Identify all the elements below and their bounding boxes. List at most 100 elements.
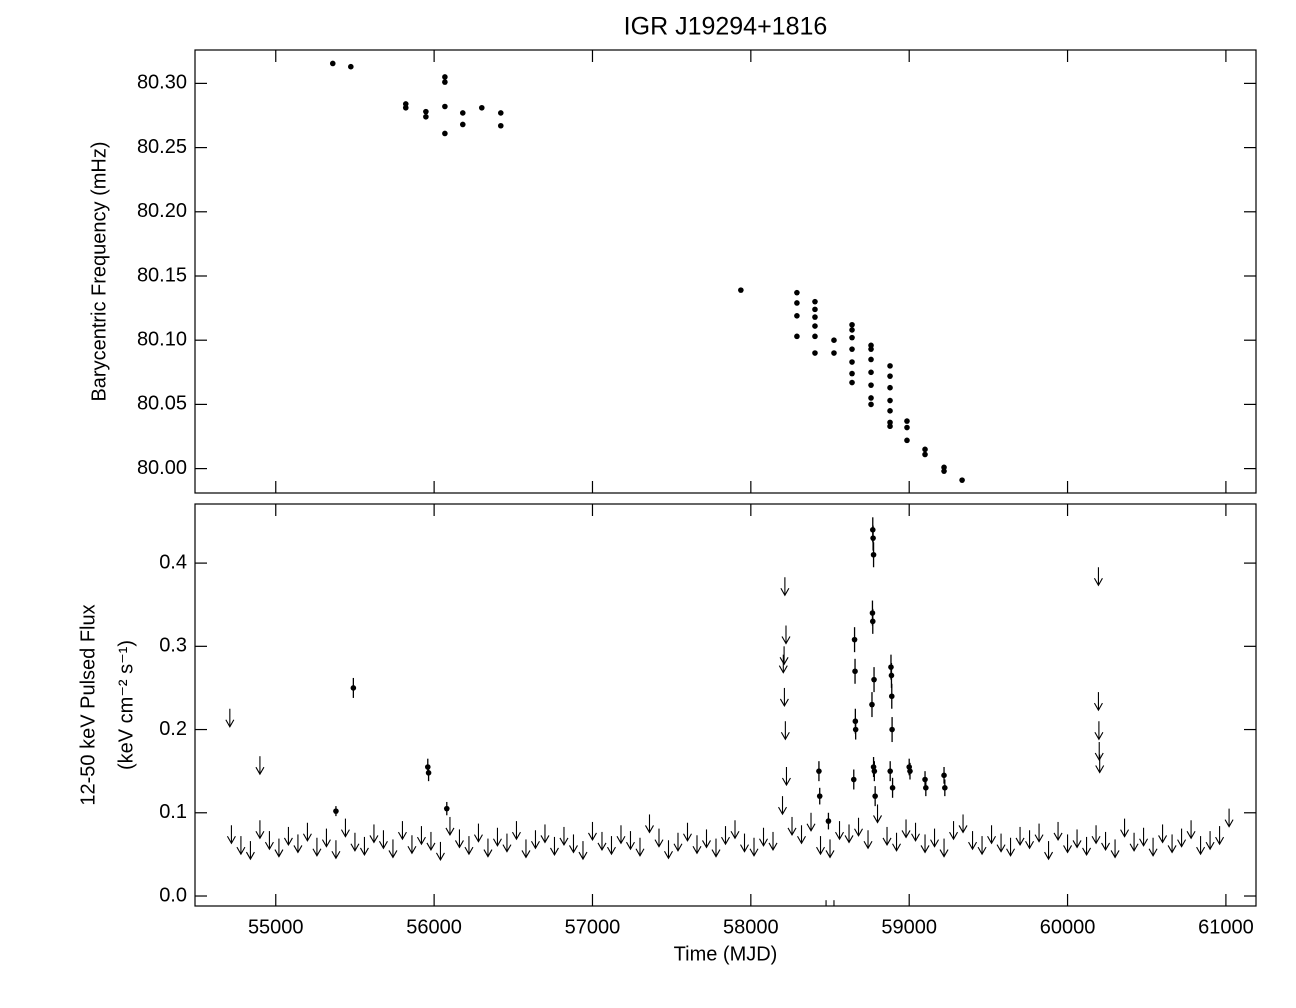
upper-limit xyxy=(1120,818,1130,838)
x-tick-label: 60000 xyxy=(1040,916,1096,938)
upper-limit-head xyxy=(255,766,265,776)
upper-limit xyxy=(1082,836,1092,857)
upper-limit-head xyxy=(435,852,445,862)
upper-limit-head xyxy=(939,849,949,858)
upper-limit-head xyxy=(1063,845,1073,854)
y-tick-label: 80.20 xyxy=(137,200,187,222)
upper-limit-head xyxy=(1129,843,1139,852)
upper-limit-head xyxy=(778,806,787,816)
plot-area xyxy=(225,517,1234,906)
upper-limit-head xyxy=(492,838,502,847)
upper-limit xyxy=(780,721,790,741)
upper-limit xyxy=(781,767,791,787)
data-point xyxy=(816,793,823,799)
upper-limit xyxy=(225,708,235,728)
data-point xyxy=(402,101,409,107)
upper-limit-head xyxy=(483,849,493,858)
upper-limit xyxy=(645,814,654,834)
data-point xyxy=(904,424,910,431)
upper-limit xyxy=(588,821,597,842)
data-point xyxy=(423,113,429,120)
upper-limit-head xyxy=(331,850,341,860)
upper-limit xyxy=(559,826,569,847)
upper-limit-head xyxy=(920,845,930,854)
upper-limit xyxy=(331,840,341,860)
upper-limit-head xyxy=(730,831,740,840)
data-point xyxy=(459,121,466,128)
data-point xyxy=(794,313,800,319)
upper-limit xyxy=(779,687,789,708)
upper-limit xyxy=(511,821,521,841)
data-point xyxy=(907,768,913,774)
upper-limit xyxy=(483,838,493,858)
upper-limit-head xyxy=(1205,841,1215,851)
y-tick-label: 80.05 xyxy=(137,393,187,415)
data-point xyxy=(831,350,837,356)
upper-limit-head xyxy=(626,841,635,851)
upper-limit xyxy=(245,841,255,861)
data-point xyxy=(402,104,409,111)
upper-limit-head xyxy=(1015,837,1025,847)
data-point xyxy=(849,334,855,341)
data-point xyxy=(849,359,855,365)
upper-limit xyxy=(1093,567,1103,587)
upper-limit-head xyxy=(1101,842,1111,852)
data-point xyxy=(941,468,947,474)
upper-limit-head xyxy=(388,850,398,859)
upper-limit-head xyxy=(255,831,265,840)
upper-limit xyxy=(530,830,540,850)
upper-limit-head xyxy=(825,850,835,859)
upper-limit-head xyxy=(1224,819,1234,828)
upper-limit-head xyxy=(226,835,236,845)
upper-limit xyxy=(664,840,673,860)
upper-limit xyxy=(350,832,360,852)
upper-limit-head xyxy=(1139,838,1149,847)
data-point xyxy=(887,408,893,414)
data-point xyxy=(425,770,432,776)
upper-limit-head xyxy=(683,833,692,842)
data-point xyxy=(904,418,910,424)
upper-limit-head xyxy=(1196,846,1206,856)
upper-limit xyxy=(835,821,844,841)
upper-limit xyxy=(702,829,711,849)
upper-limit xyxy=(825,900,827,906)
upper-limit xyxy=(863,830,873,850)
data-point xyxy=(888,693,895,700)
upper-limit-head xyxy=(1072,840,1082,849)
upper-limit xyxy=(759,827,768,847)
data-point xyxy=(941,464,947,471)
data-point xyxy=(959,477,965,483)
upper-limit-head xyxy=(835,831,844,841)
upper-limit xyxy=(1072,829,1082,849)
data-point xyxy=(329,60,336,67)
upper-limit-head xyxy=(1091,835,1101,845)
upper-limit xyxy=(1177,828,1187,848)
upper-limit xyxy=(1006,837,1016,857)
upper-limit-head xyxy=(692,845,702,855)
data-point xyxy=(887,363,893,369)
upper-limit-head xyxy=(1148,848,1158,857)
data-point xyxy=(812,306,818,313)
data-point xyxy=(812,314,818,320)
upper-limit-head xyxy=(749,848,759,857)
upper-limit xyxy=(797,825,806,845)
upper-limit-head xyxy=(568,845,578,854)
upper-limit xyxy=(939,838,949,858)
data-point xyxy=(868,356,874,363)
upper-limit-head xyxy=(816,846,825,856)
upper-limit-head xyxy=(454,840,464,849)
upper-limit xyxy=(1205,831,1215,851)
upper-limit-head xyxy=(645,825,654,834)
data-point xyxy=(825,818,832,824)
upper-limit-head xyxy=(635,848,645,857)
upper-limit-head xyxy=(283,837,293,847)
upper-limit-head xyxy=(416,836,426,846)
upper-limit xyxy=(369,824,379,844)
upper-limit xyxy=(578,841,588,861)
upper-limit xyxy=(340,818,350,838)
data-point xyxy=(794,300,800,306)
upper-limit-head xyxy=(540,835,550,844)
upper-limit-head xyxy=(559,837,569,847)
x-axis-label: Time (MJD) xyxy=(674,943,778,965)
upper-limit xyxy=(749,837,759,857)
